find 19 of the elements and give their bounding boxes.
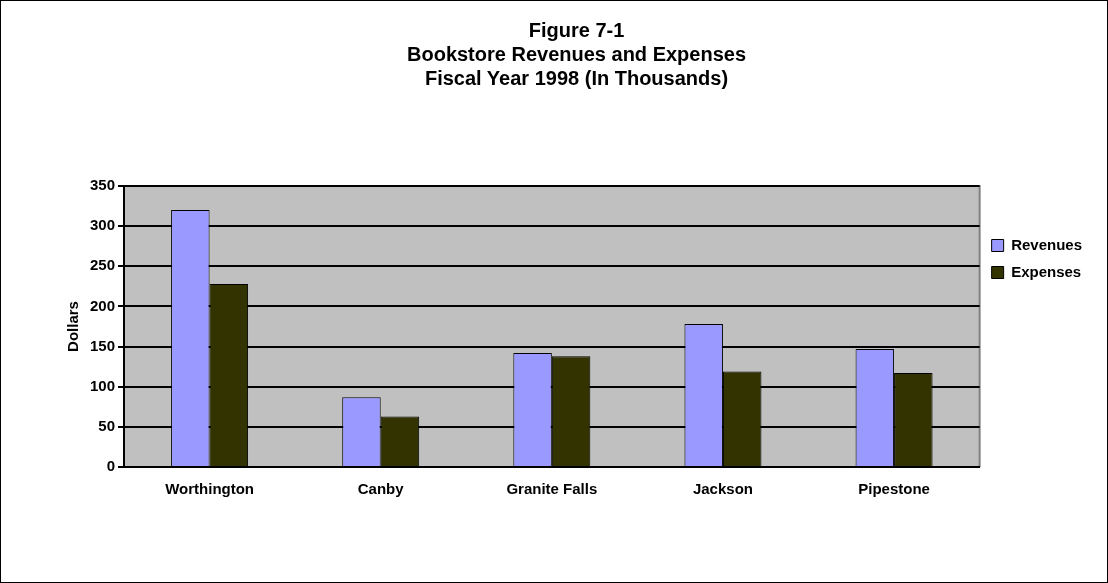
y-tick-label: 300 (90, 216, 116, 234)
x-tick-label: Jackson (692, 480, 753, 498)
text: Fiscal Year 1998 (In Thousands) (424, 66, 729, 89)
x-tick-label: Worthington (165, 480, 255, 498)
x-tick-label: Pipestone (858, 480, 930, 498)
y-tick-label: 350 (90, 176, 116, 194)
y-tick-label: 150 (90, 336, 116, 354)
legend-label: Expenses (1011, 262, 1082, 280)
y-tick-label: 250 (90, 256, 116, 274)
y-tick-label: 50 (98, 417, 116, 434)
x-tick-label: Canby (357, 480, 405, 498)
y-axis-title: Dollars (64, 301, 82, 352)
y-tick-label: 100 (90, 376, 116, 394)
x-tick-label: Granite Falls (506, 480, 598, 498)
text: Figure 7-1 (528, 18, 625, 41)
text: Bookstore Revenues and Expenses (406, 42, 747, 65)
y-tick-label: 0 (106, 457, 116, 475)
y-tick-label: 200 (90, 296, 116, 314)
legend-label: Revenues (1011, 235, 1083, 253)
